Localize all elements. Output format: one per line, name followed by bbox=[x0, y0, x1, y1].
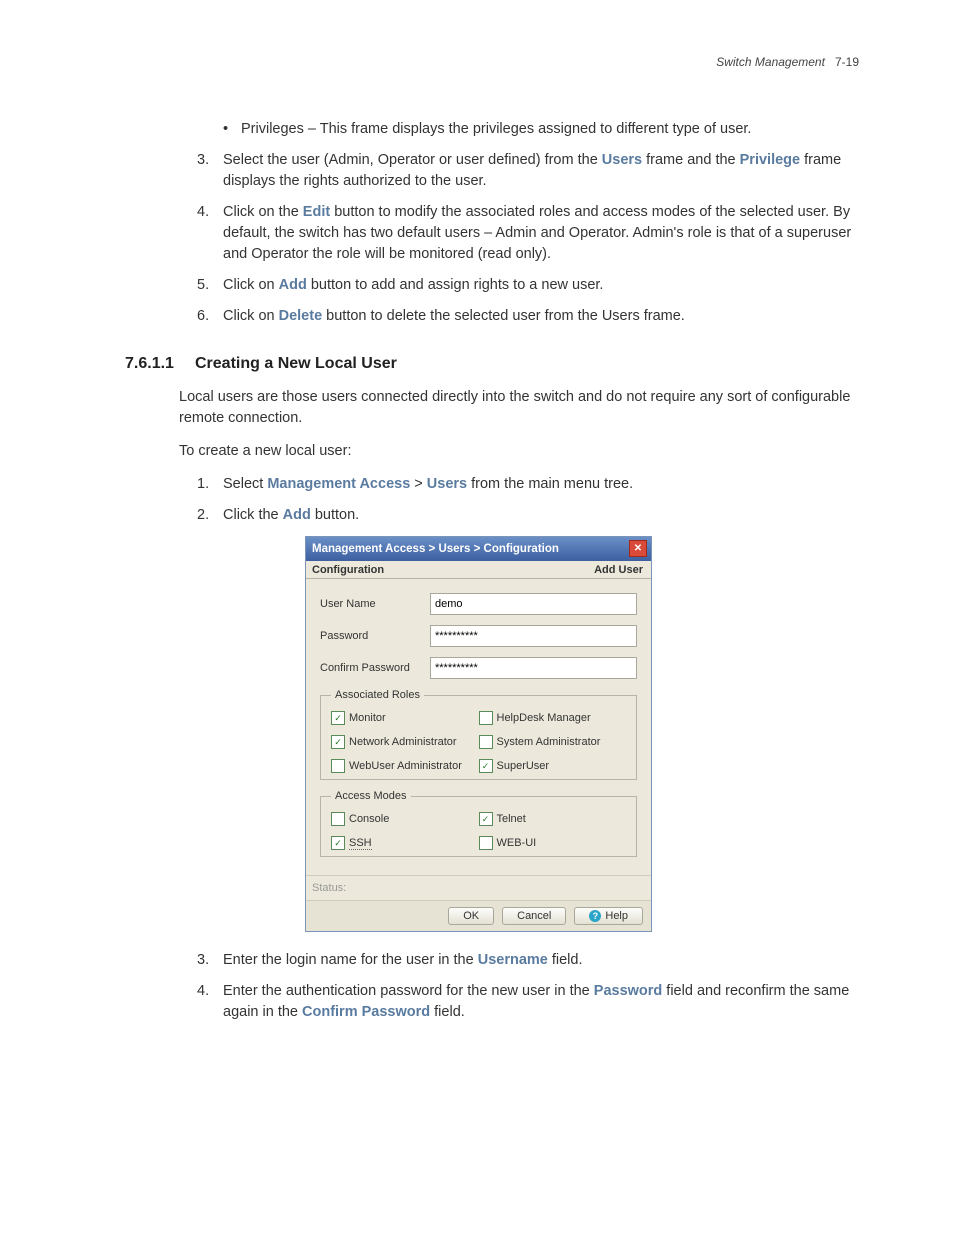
status-label: Status: bbox=[306, 875, 651, 900]
step-4-top: 4. Click on the Edit button to modify th… bbox=[197, 202, 859, 265]
roles-legend: Associated Roles bbox=[331, 689, 424, 701]
username-field[interactable] bbox=[430, 593, 637, 615]
link-users2: Users bbox=[427, 476, 467, 492]
cancel-button[interactable]: Cancel bbox=[502, 907, 566, 925]
help-button[interactable]: ?Help bbox=[574, 907, 643, 925]
tab-add-user: Add User bbox=[594, 564, 643, 576]
page-header: Switch Management 7-19 bbox=[125, 55, 859, 69]
step-5-top: 5. Click on Add button to add and assign… bbox=[197, 275, 859, 296]
checkbox-webui[interactable] bbox=[479, 836, 493, 850]
header-section: Switch Management bbox=[716, 55, 825, 69]
checkbox-telnet[interactable]: ✓ bbox=[479, 812, 493, 826]
para-local-users: Local users are those users connected di… bbox=[179, 387, 859, 429]
step-4: 4. Enter the authentication password for… bbox=[197, 981, 859, 1023]
step-3-top: 3. Select the user (Admin, Operator or u… bbox=[197, 150, 859, 192]
link-users: Users bbox=[602, 152, 642, 168]
link-password: Password bbox=[594, 983, 663, 999]
link-add2: Add bbox=[283, 507, 311, 523]
para-to-create: To create a new local user: bbox=[179, 441, 859, 462]
confirm-password-field[interactable] bbox=[430, 657, 637, 679]
link-edit: Edit bbox=[303, 204, 330, 220]
modes-legend: Access Modes bbox=[331, 790, 411, 802]
checkbox-netadmin[interactable]: ✓ bbox=[331, 735, 345, 749]
associated-roles-group: Associated Roles ✓Monitor HelpDesk Manag… bbox=[320, 689, 637, 780]
checkbox-monitor[interactable]: ✓ bbox=[331, 711, 345, 725]
label-username: User Name bbox=[320, 598, 430, 610]
step-1: 1. Select Management Access > Users from… bbox=[197, 474, 859, 495]
password-field[interactable] bbox=[430, 625, 637, 647]
link-mgmt-access: Management Access bbox=[267, 476, 410, 492]
access-modes-group: Access Modes Console ✓Telnet ✓SSH WEB-UI bbox=[320, 790, 637, 857]
help-icon: ? bbox=[589, 910, 601, 922]
link-delete: Delete bbox=[279, 308, 323, 324]
section-title: Creating a New Local User bbox=[195, 355, 397, 373]
link-add: Add bbox=[279, 277, 307, 293]
step-6-top: 6. Click on Delete button to delete the … bbox=[197, 306, 859, 327]
bullet-privileges: • Privileges – This frame displays the p… bbox=[223, 119, 859, 140]
ok-button[interactable]: OK bbox=[448, 907, 494, 925]
checkbox-ssh[interactable]: ✓ bbox=[331, 836, 345, 850]
checkbox-superuser[interactable]: ✓ bbox=[479, 759, 493, 773]
link-confirm-password: Confirm Password bbox=[302, 1004, 430, 1020]
link-username: Username bbox=[478, 952, 548, 968]
section-number: 7.6.1.1 bbox=[125, 355, 195, 373]
close-icon[interactable]: ✕ bbox=[629, 540, 647, 557]
dialog-title: Management Access > Users > Configuratio… bbox=[312, 543, 559, 555]
tab-configuration[interactable]: Configuration bbox=[312, 564, 384, 576]
add-user-dialog: Management Access > Users > Configuratio… bbox=[305, 536, 652, 932]
step-3: 3. Enter the login name for the user in … bbox=[197, 950, 859, 971]
header-page: 7-19 bbox=[835, 55, 859, 69]
link-privilege: Privilege bbox=[740, 152, 800, 168]
checkbox-sysadmin[interactable] bbox=[479, 735, 493, 749]
checkbox-console[interactable] bbox=[331, 812, 345, 826]
step-2: 2. Click the Add button. bbox=[197, 505, 859, 526]
checkbox-webuser[interactable] bbox=[331, 759, 345, 773]
label-confirm-password: Confirm Password bbox=[320, 662, 430, 674]
checkbox-helpdesk[interactable] bbox=[479, 711, 493, 725]
label-password: Password bbox=[320, 630, 430, 642]
